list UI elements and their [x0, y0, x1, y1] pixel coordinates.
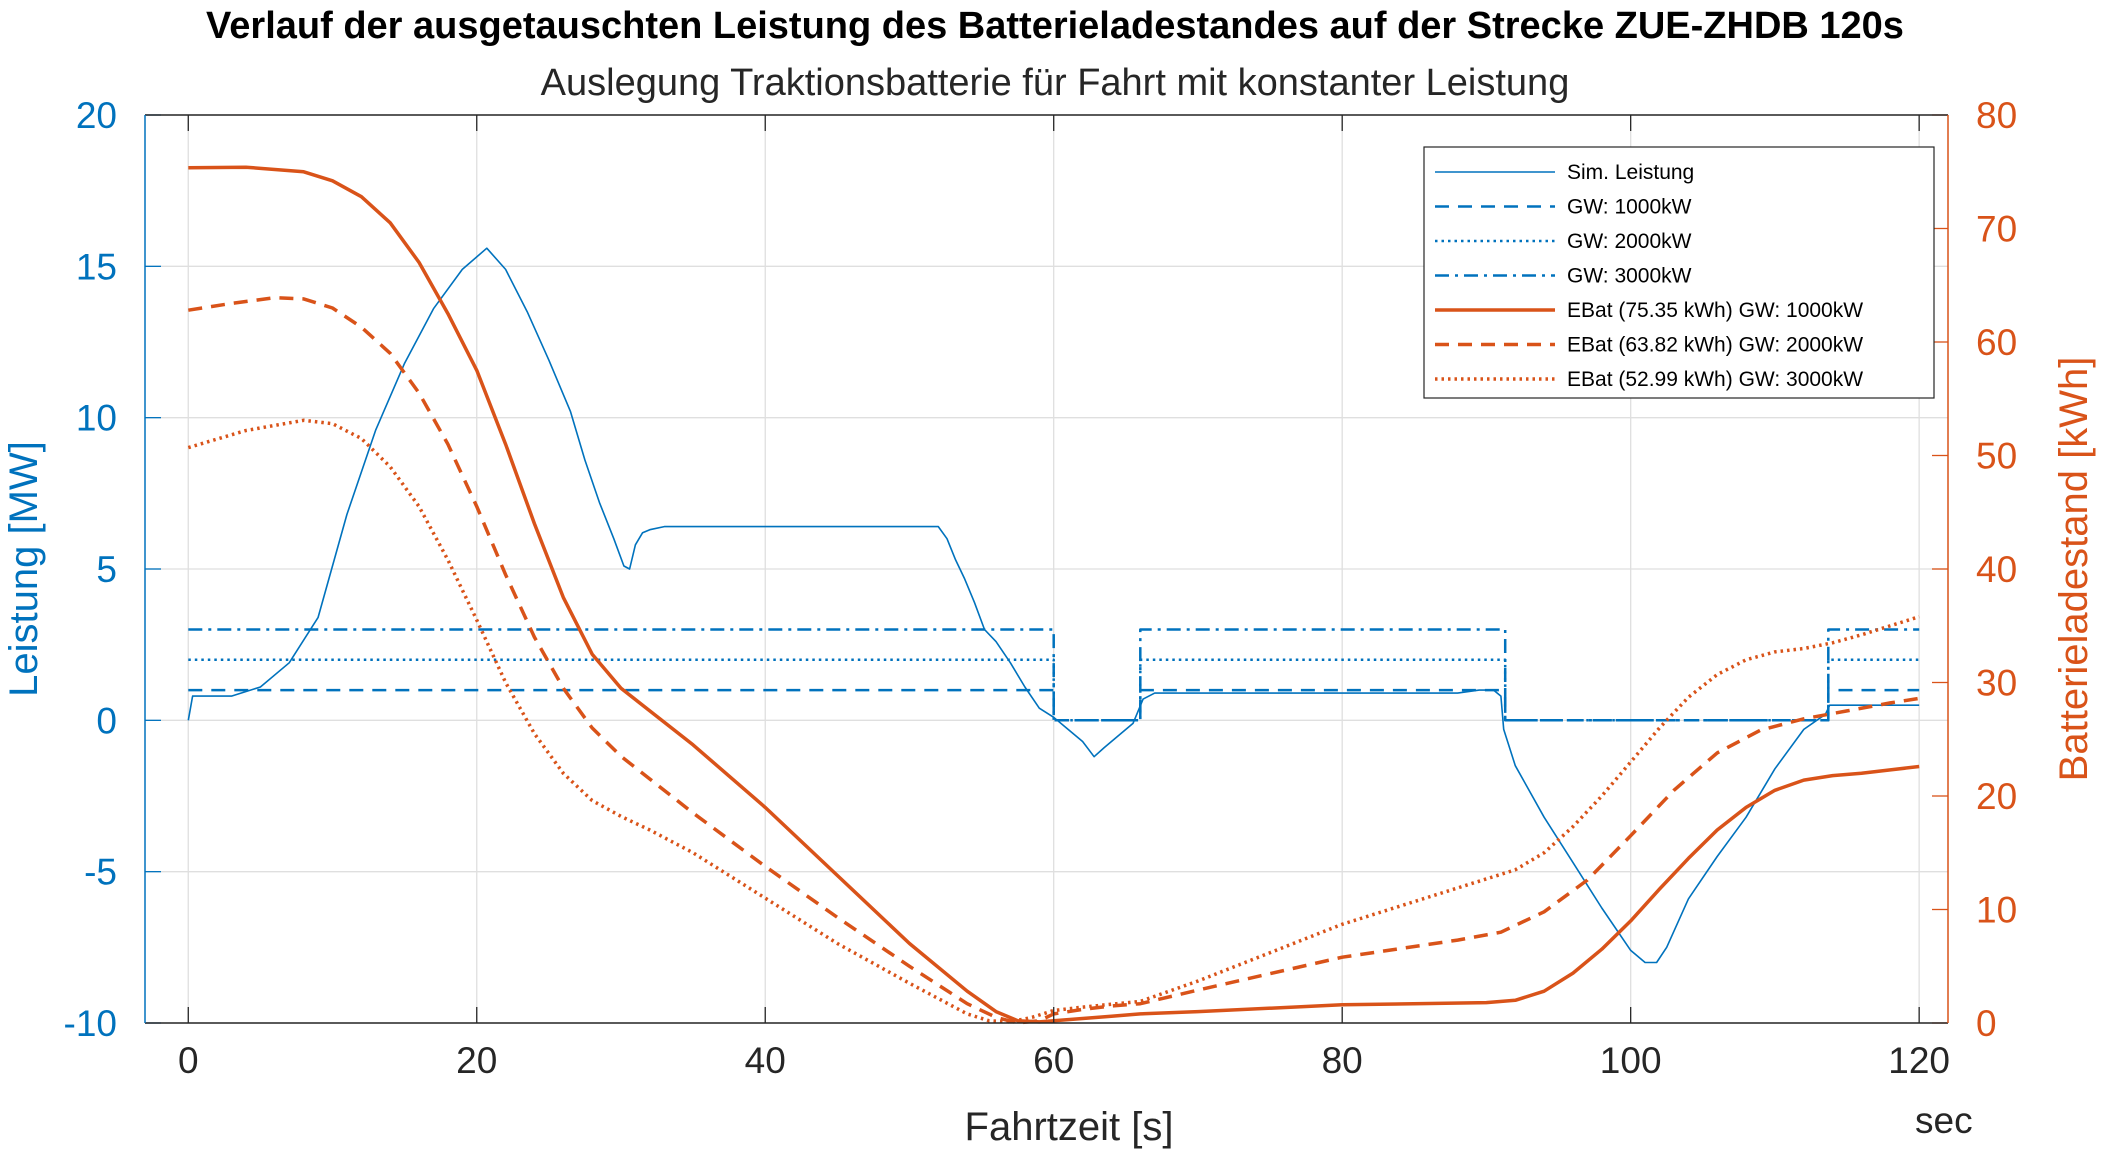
y-right-tick-label: 0	[1976, 1003, 1997, 1044]
x-axis-label: Fahrtzeit [s]	[965, 1105, 1174, 1149]
y-right-tick-label: 40	[1976, 549, 2017, 590]
y-right-tick-label: 10	[1976, 890, 2017, 931]
legend: Sim. Leistung GW: 1000kW GW: 2000kW GW: 300…	[1423, 146, 1935, 399]
series-line-5	[188, 165, 1920, 1024]
legend-label: EBat (52.99 kWh) GW: 3000kW	[1567, 368, 1863, 391]
chart-subtitle: Auslegung Traktionsbatterie für Fahrt mi…	[541, 62, 1570, 104]
y-right-tick-label: 30	[1976, 663, 2017, 704]
y-left-tick-label: -10	[64, 1003, 117, 1044]
y-right-tick-label: 80	[1976, 95, 2017, 136]
legend-label: GW: 3000kW	[1567, 265, 1692, 288]
y-left-tick-label: 5	[96, 549, 117, 590]
y-right-tick-label: 50	[1976, 436, 2017, 477]
legend-label: EBat (63.82 kWh) GW: 2000kW	[1567, 334, 1863, 357]
y-left-tick-label: 20	[76, 95, 117, 136]
legend-label: Sim. Leistung	[1567, 161, 1694, 184]
x-axis-unit-label: sec	[1915, 1100, 1973, 1141]
series-line-4	[188, 628, 1920, 722]
x-tick-label: 120	[1888, 1040, 1950, 1081]
y-axis-right-label: Batterieladestand [kWh]	[2052, 357, 2096, 782]
x-tick-label: 80	[1322, 1040, 1363, 1081]
x-tick-label: 40	[745, 1040, 786, 1081]
axes: 0 20 40 60 80 100 120 -10 -5 0 5 10 15 20 0 10 20 30 40 50 6…	[64, 95, 2018, 1081]
y-right-tick-label: 60	[1976, 322, 2017, 363]
legend-label: GW: 1000kW	[1567, 196, 1692, 219]
legend-box	[1423, 146, 1935, 399]
series-layer	[187, 165, 1920, 1025]
y-right-tick-label: 70	[1976, 209, 2017, 250]
y-left-tick-label: 0	[96, 700, 117, 741]
series-line-1	[187, 247, 1920, 964]
series-line-6	[188, 295, 1920, 1025]
y-left-tick-label: 15	[76, 246, 117, 287]
y-right-tick-label: 20	[1976, 776, 2017, 817]
series-line-3	[188, 658, 1920, 722]
x-tick-label: 60	[1033, 1040, 1074, 1081]
x-tick-label: 100	[1600, 1040, 1662, 1081]
y-axis-left-label: Leistung [MW]	[2, 441, 46, 697]
legend-label: EBat (75.35 kWh) GW: 1000kW	[1567, 299, 1863, 322]
series-line-7	[187, 418, 1920, 1024]
y-left-tick-label: -5	[84, 852, 117, 893]
x-tick-label: 0	[178, 1040, 199, 1081]
chart-title: Verlauf der ausgetauschten Leistung des …	[206, 5, 1904, 47]
legend-label: GW: 2000kW	[1567, 230, 1692, 253]
y-left-tick-label: 10	[76, 398, 117, 439]
x-tick-label: 20	[456, 1040, 497, 1081]
